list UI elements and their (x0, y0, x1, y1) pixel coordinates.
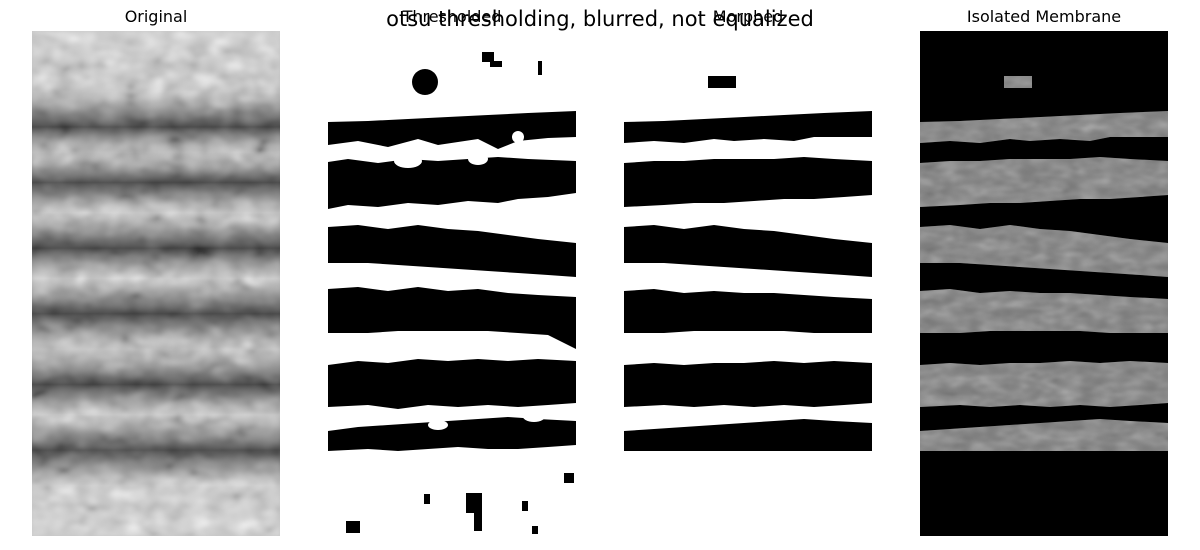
thresholded-panel-title: Thresholded (402, 7, 502, 26)
original-panel-title: Original (124, 7, 188, 26)
figure-title: otsu thresholding, blurred, not equalize… (386, 7, 814, 31)
original-panel: Original (32, 7, 280, 536)
isolated-membrane-panel-title: Isolated Membrane (966, 7, 1122, 26)
morphed-image (624, 31, 872, 536)
thresholded-panel: Thresholded (328, 7, 576, 536)
isolated-membrane-image (920, 31, 1168, 536)
morphed-panel: Morphed (624, 7, 872, 536)
morphed-panel-title: Morphed (712, 7, 784, 26)
isolated-membrane-panel: Isolated Membrane (920, 7, 1168, 536)
original-image (32, 31, 280, 536)
thresholded-image (328, 31, 576, 536)
